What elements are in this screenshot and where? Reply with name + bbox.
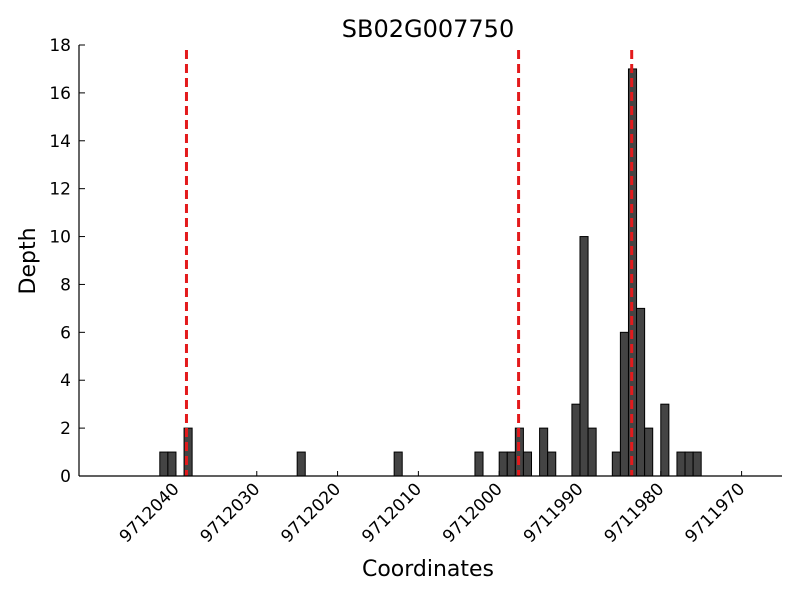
bar-group bbox=[159, 68, 702, 477]
bar bbox=[692, 451, 702, 477]
axes bbox=[78, 45, 782, 477]
x-tick-label: 9712010 bbox=[358, 479, 426, 547]
reference-line-group bbox=[184, 50, 634, 476]
bar bbox=[611, 451, 621, 477]
x-tick-label: 9711970 bbox=[681, 479, 749, 547]
bar bbox=[159, 451, 169, 477]
bar bbox=[571, 403, 581, 477]
y-tick-label: 18 bbox=[49, 36, 71, 56]
y-tick-label: 8 bbox=[60, 275, 71, 295]
bar bbox=[579, 236, 589, 477]
bar bbox=[393, 451, 403, 477]
bar bbox=[587, 427, 597, 477]
y-tick-label: 2 bbox=[60, 419, 71, 439]
x-tick-label: 9711980 bbox=[601, 479, 669, 547]
y-tick-label: 10 bbox=[49, 228, 71, 248]
y-tick-group: 0 2 4 6 8 10 12 14 16 18 bbox=[49, 36, 85, 487]
y-tick-label: 4 bbox=[60, 371, 71, 391]
bar bbox=[539, 427, 549, 477]
x-axis-label: Coordinates bbox=[362, 557, 494, 582]
y-tick-label: 0 bbox=[60, 467, 71, 487]
bar bbox=[636, 307, 646, 477]
bar bbox=[547, 451, 557, 477]
y-tick-label: 6 bbox=[60, 323, 71, 343]
bar bbox=[474, 451, 484, 477]
y-tick-label: 16 bbox=[49, 84, 71, 104]
x-tick-label: 9712020 bbox=[277, 479, 345, 547]
x-tick-label: 9711990 bbox=[520, 479, 588, 547]
bar bbox=[619, 331, 629, 477]
bar bbox=[296, 451, 306, 477]
x-tick-label: 9712030 bbox=[197, 479, 265, 547]
chart-title: SB02G007750 bbox=[342, 15, 514, 43]
x-tick-group: 9712040 9712030 9712020 9712010 9712000 97119… bbox=[116, 471, 749, 547]
bar bbox=[506, 451, 516, 477]
bar bbox=[167, 451, 177, 477]
y-tick-label: 14 bbox=[49, 132, 71, 152]
bar bbox=[676, 451, 686, 477]
bar bbox=[498, 451, 508, 477]
y-axis-label: Depth bbox=[16, 227, 41, 294]
y-tick-label: 12 bbox=[49, 180, 71, 200]
x-tick-label: 9712000 bbox=[439, 479, 507, 547]
bar bbox=[522, 451, 533, 477]
bar bbox=[660, 403, 670, 477]
bar bbox=[684, 451, 694, 477]
x-tick-label: 9712040 bbox=[116, 479, 184, 547]
bar bbox=[644, 427, 654, 477]
